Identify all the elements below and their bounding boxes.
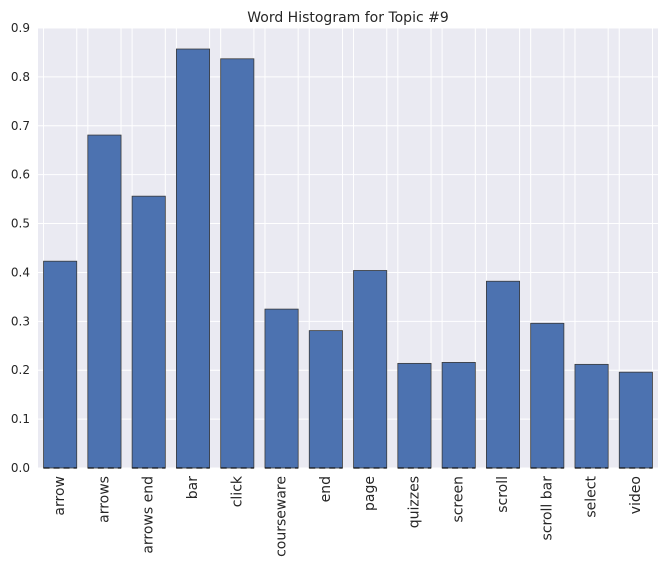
bar-courseware [264, 308, 299, 469]
x-tick-label: quizzes [406, 476, 422, 528]
y-tick-label: 0.7 [11, 119, 30, 133]
bar-select [574, 363, 609, 469]
x-tick-label: arrow [52, 476, 68, 516]
bar-screen [441, 361, 476, 469]
x-tick-label: select [584, 476, 600, 518]
y-axis: 0.0 0.1 0.2 0.3 0.4 0.5 0.6 0.7 0.8 0.9 [11, 21, 30, 475]
x-tick-label: screen [451, 476, 467, 523]
y-tick-label: 0.3 [11, 314, 30, 328]
x-tick-label: scroll bar [539, 476, 555, 541]
x-tick-label: page [362, 476, 378, 511]
y-tick-label: 0.8 [11, 70, 30, 84]
bar-arrows [87, 134, 122, 469]
bar-page [353, 270, 388, 469]
bar-scroll-bar [530, 322, 565, 469]
bar-arrow [43, 260, 78, 469]
y-tick-label: 0.0 [11, 461, 30, 475]
bar-end [308, 330, 343, 469]
bar-scroll [485, 280, 521, 469]
x-tick-label: courseware [274, 476, 290, 557]
y-tick-label: 0.5 [11, 217, 30, 231]
x-tick-label: scroll [495, 476, 511, 513]
y-tick-label: 0.1 [11, 412, 30, 426]
plot-area [38, 28, 658, 468]
bar-video [618, 371, 653, 469]
y-tick-label: 0.9 [11, 21, 30, 35]
x-tick-label: arrows [96, 476, 112, 523]
x-tick-label: arrows end [141, 476, 157, 554]
x-tick-label: video [628, 476, 644, 514]
y-tick-label: 0.6 [11, 168, 30, 182]
bar-bar [175, 48, 211, 469]
chart-title: Word Histogram for Topic #9 [247, 10, 449, 26]
bar-arrows-end [131, 195, 166, 469]
x-tick-label: end [318, 476, 334, 502]
x-axis: arrow arrows arrows end bar click courseware e… [52, 475, 644, 557]
y-tick-label: 0.2 [11, 363, 30, 377]
bars [43, 48, 653, 469]
bar-click [220, 58, 255, 469]
x-tick-label: click [229, 475, 245, 507]
y-tick-label: 0.4 [11, 265, 30, 279]
x-tick-label: bar [185, 476, 201, 499]
bar-quizzes [397, 362, 432, 469]
